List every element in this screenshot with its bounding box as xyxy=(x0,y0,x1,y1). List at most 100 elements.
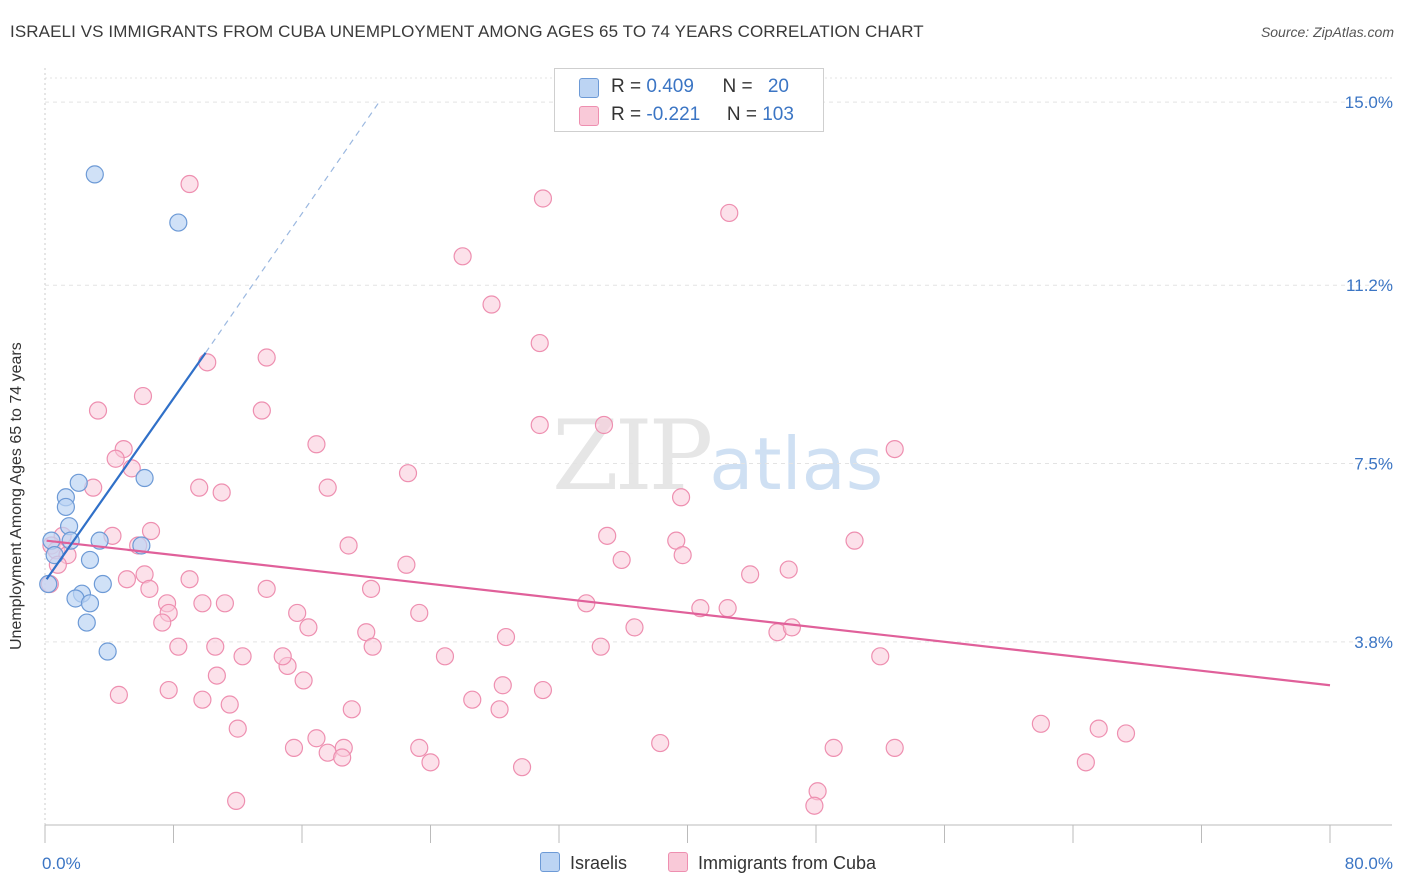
cuba-point xyxy=(109,685,128,704)
chart-title: ISRAELI VS IMMIGRANTS FROM CUBA UNEMPLOY… xyxy=(10,22,924,41)
bottom-legend-cuba: Immigrants from Cuba xyxy=(668,852,876,874)
cuba-point xyxy=(257,348,276,367)
cuba-point xyxy=(193,594,212,613)
israelis-point xyxy=(85,165,104,184)
cuba-point xyxy=(159,680,178,700)
cuba-point xyxy=(252,401,271,420)
cuba-point xyxy=(117,570,137,589)
cuba-point xyxy=(805,796,824,815)
cuba-point xyxy=(782,618,802,637)
cuba-point xyxy=(339,536,358,555)
cuba-point xyxy=(871,647,890,666)
cuba-point xyxy=(741,565,760,584)
cuba-point xyxy=(193,690,212,709)
israelis-point xyxy=(132,536,151,555)
cuba-point xyxy=(435,647,455,666)
cuba-point xyxy=(673,546,692,565)
cuba-point xyxy=(651,733,670,753)
cuba-point xyxy=(779,560,798,579)
correlation-legend: R = 0.409 N = 20 R = -0.221 N = 103 xyxy=(554,68,824,132)
cuba-point xyxy=(294,671,313,690)
cuba-point xyxy=(1076,753,1095,772)
r-value-israelis: 0.409 xyxy=(646,76,694,97)
cuba-point xyxy=(215,594,234,613)
cuba-point xyxy=(577,594,596,613)
y-tick-label: 7.5% xyxy=(1354,455,1393,474)
cuba-point xyxy=(233,647,252,666)
n-label: N = xyxy=(726,104,763,125)
x-tick-label: 80.0% xyxy=(1345,854,1393,873)
israelis-legend-label: Israelis xyxy=(570,853,628,873)
cuba-point xyxy=(482,295,501,314)
cuba-point xyxy=(671,488,691,507)
cuba-point xyxy=(133,386,153,406)
cuba-point xyxy=(691,599,710,618)
israelis-point xyxy=(77,613,96,632)
cuba-point xyxy=(720,203,739,223)
cuba-swatch xyxy=(579,106,599,126)
cuba-point xyxy=(421,753,440,772)
cuba-point xyxy=(1031,714,1050,733)
cuba-point xyxy=(198,353,217,372)
cuba-point xyxy=(845,531,864,550)
y-axis-label: Unemployment Among Ages 65 to 74 years xyxy=(8,342,25,650)
cuba-point xyxy=(180,570,199,589)
bottom-legend-israelis: Israelis xyxy=(540,852,627,874)
cuba-point xyxy=(153,613,172,632)
cuba-point xyxy=(1089,719,1108,738)
israelis-point xyxy=(90,531,109,550)
cuba-point xyxy=(88,401,108,420)
cuba-point xyxy=(307,435,326,454)
cuba-point xyxy=(1116,724,1136,743)
cuba-point xyxy=(410,738,429,757)
cuba-point xyxy=(496,627,516,647)
cuba-point xyxy=(257,579,276,598)
israelis-point xyxy=(80,550,100,570)
cuba-point xyxy=(410,603,429,623)
n-label: N = xyxy=(722,76,758,97)
cuba-point xyxy=(220,695,239,714)
y-tick-label: 3.8% xyxy=(1354,633,1393,652)
y-tick-label: 15.0% xyxy=(1345,93,1393,112)
cuba-legend-label: Immigrants from Cuba xyxy=(698,853,877,873)
cuba-point xyxy=(284,738,304,757)
israelis-point xyxy=(93,574,112,594)
cuba-point xyxy=(490,700,509,719)
cuba-point xyxy=(206,637,225,656)
cuba-point xyxy=(533,680,553,700)
israelis-point xyxy=(80,594,100,613)
cuba-point xyxy=(718,599,737,618)
x-tick-label: 0.0% xyxy=(42,854,81,873)
cuba-point xyxy=(307,729,326,748)
cuba-point xyxy=(288,603,307,623)
cuba-point xyxy=(318,478,337,497)
israelis-point xyxy=(169,213,188,232)
cuba-point xyxy=(190,478,209,497)
cuba-point xyxy=(493,676,512,695)
israelis-point xyxy=(56,497,75,517)
r-label: R = xyxy=(611,76,647,97)
cuba-point xyxy=(140,579,159,598)
cuba-point xyxy=(530,415,549,435)
cuba-point xyxy=(398,464,418,483)
cuba-point xyxy=(591,637,610,656)
cuba-point xyxy=(180,174,199,194)
cuba-point xyxy=(363,637,382,656)
israelis-point xyxy=(98,642,117,661)
cuba-point xyxy=(594,415,614,435)
cuba-point xyxy=(333,748,352,767)
source-credit: Source: ZipAtlas.com xyxy=(1260,24,1394,40)
israelis-trend-line xyxy=(45,352,207,580)
cuba-point xyxy=(533,189,553,208)
cuba-legend-swatch xyxy=(668,852,688,872)
cuba-point xyxy=(273,647,292,666)
israelis-trend-extension xyxy=(205,101,380,354)
israelis-point xyxy=(135,468,154,488)
cuba-point xyxy=(342,700,361,719)
cuba-point xyxy=(361,579,381,598)
cuba-point xyxy=(625,618,644,637)
cuba-point xyxy=(530,333,549,353)
y-tick-label: 11.2% xyxy=(1346,276,1393,295)
r-label: R = xyxy=(611,104,647,125)
